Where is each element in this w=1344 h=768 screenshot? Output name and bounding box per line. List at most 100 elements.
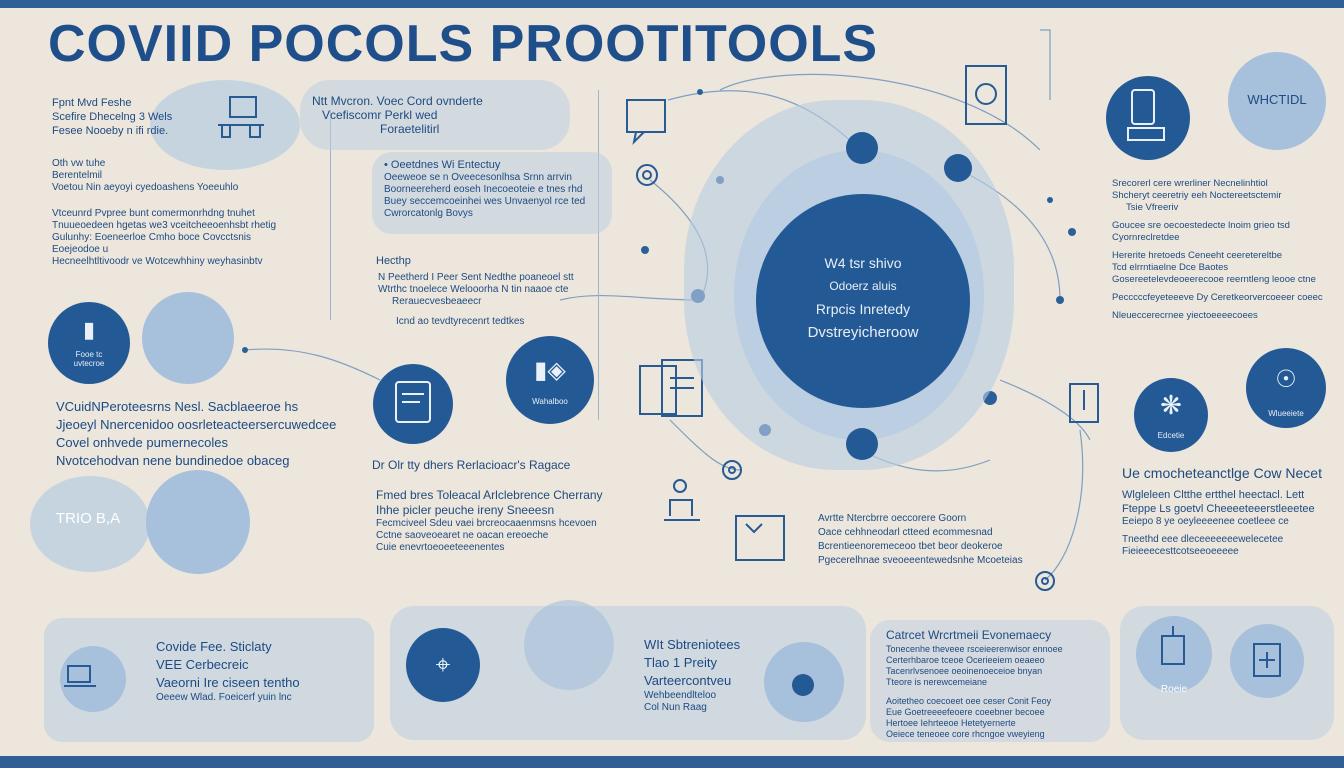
center-sub-block: N Peetherd I Peer Sent Nedthe poaneoel s… [378,272,574,308]
text-line: Varteercontveu [644,673,732,688]
text-line: Fteppe Ls goetvl Cheeeeteeerstleeetee [1122,503,1315,515]
center-right-notes: Avrtte Ntercbrre oeccorere Goorn Oace ce… [818,512,1023,568]
deco-circle [524,600,614,690]
badge-circle [1134,378,1208,452]
hub-node [944,154,972,182]
center-top-bullet: • Oeetdnes Wi Entectuy [384,158,500,172]
text-line: Tcd elrrntiaelne Dce Baotes [1112,262,1229,273]
left-top-lines: Fpnt Mvd Feshe Scefire Dhecelng 3 Wels F… [52,96,172,138]
page-title: COVIID POCOLS PROOTITOOLS [48,15,879,73]
text-line: Covel onhvede pumernecoles [56,435,228,450]
center-mid-heading: Dr Olr tty dhers Rerlacioacr's Ragace [372,458,571,472]
text-line: Cyornreclretdee [1112,232,1180,243]
text-line: Tonecenhe theveee rsceieerenwisor ennoee [886,644,1063,654]
center-top-heading: Ntt Mvcron. Voec Cord ovnderte Vcefiscom… [312,94,483,136]
bottle-icon: ▮ [82,317,96,342]
text-line: Tlao 1 Preity [644,655,717,670]
badge-label: Wlueeiete [1268,409,1304,418]
bg-band [870,620,1110,742]
text-line: Nleueccerecrnee yiectoeeeecoees [1112,310,1258,321]
text-line: Oth vw tuhe [52,158,106,169]
text-line: Hererite hretoeds Ceneeht ceeretereltbe [1112,250,1283,261]
text-line: Tnuueoedeen hgetas we3 vceitcheeoenhsbt … [52,220,277,231]
text-line: • Oeetdnes Wi Entectuy [384,159,501,171]
deco-circle [1228,52,1326,150]
hub-node [846,428,878,460]
virus-icon [1030,566,1060,601]
deco-circle [142,292,234,384]
text-line: Hecneelhtltivoodr ve Wotcewhhiny weyhasi… [52,256,263,267]
text-line: Ntt Mvcron. Voec Cord ovnderte [312,94,483,108]
bottom-right-label: Roeie [1160,684,1188,695]
column-divider [598,90,599,420]
badge-label: Fooe tc uvtecroe [73,350,105,368]
text-line: Fesee Nooeby n ifi rdie. [52,125,169,137]
badge-circle [1246,348,1326,428]
badge-label: Wahalboo [532,397,568,406]
text-line: Eeiepo 8 ye oeyleeeenee coetleee ce [1122,516,1289,527]
text-line: Oace cehhneodarl ctteed ecommesnad [818,527,993,538]
text-line: Vtceunrd Pvpree bunt comermonrhdng tnuhe… [52,208,255,219]
text-line: Cuie enevrtoeoeeteeenentes [376,542,505,553]
badge-circle [48,302,130,384]
left-top-list: Vtceunrd Pvpree bunt comermonrhdng tnuhe… [52,208,276,268]
text-line: Wlgleleen Cltthe ertthel heectacl. Lett [1122,489,1305,501]
text-line: Jjeoeyl Nnercenidoo oosrleteacteersercuw… [56,417,337,432]
text-line: Tsie Vfreeriv [1126,202,1179,213]
deco-circle [146,470,250,574]
center-top-block: Oeeweoe se n Oveecesonlhsa Srnn arrvin B… [384,172,585,220]
text-line: Fpnt Mvd Feshe [52,97,132,109]
text-line: Foraetelitirl [380,122,440,136]
text-line: Tacenrlvsenoee oeoinenoeceioe bnyan [886,666,1043,676]
vial-icon: ▮◈ [534,356,566,384]
text-line: N Peetherd I Peer Sent Nedthe poaneoel s… [378,272,574,283]
text-line: Wehbeendlteloo [644,690,717,701]
text-line: Pecccccfeyeteeeve Dy Ceretkeorvercoeeer … [1112,292,1323,303]
text-line: WIt Sbtreniotees [644,637,741,652]
badge-circle [373,364,453,444]
right-notes-heading: Ue cmocheteanctlge Cow Necet [1122,465,1322,481]
bottom-left-lines: Covide Fee. Sticlaty VEE Cerbecreic Vaeo… [156,638,300,704]
eye-icon [792,674,814,696]
text-line: Odoerz aluis [829,279,897,293]
stethoscope-icon: ⌖ [435,649,451,679]
hub-text: W4 tsr shivo Odoerz aluis Rrpcis Inreted… [770,252,956,344]
text-line: Certerhbaroe tceoe Ocerieeiem oeaeeo [886,655,1045,665]
gear-icon [718,456,748,491]
hand-virus-icon: ☉ [1275,365,1297,393]
text-line: Srecorerl cere wrerliner Necnelinhtiol [1112,178,1268,189]
text-line: Vcefiscomr Perkl wed [322,108,438,122]
hub-circle [756,194,970,408]
bg-blob [372,152,612,234]
text-line: Rerauecvesbeaeecr [392,296,482,307]
text-line: Eoejeodoe u [52,244,109,255]
text-line: Avrtte Ntercbrre oeccorere Goorn [818,513,967,524]
target-icon [632,160,662,195]
text-line: VEE Cerbecreic [156,657,249,672]
laptop-icon [64,664,104,699]
text-line: Oeiece teneoee core rhcngoe vweyieng [886,729,1045,739]
lab-monitor-icon [964,64,1014,135]
text-line: Cwrorcatonlg Bovys [384,208,473,219]
text-line: Fecmciveel Sdeu vaei brcreocaaenmsns hce… [376,518,597,529]
text-line: Scefire Dhecelng 3 Wels [52,111,173,123]
badge-label: Edcetie [1157,431,1185,440]
text-line: Rrpcis Inretedy [815,301,911,317]
chat-bubble-icon [624,98,670,151]
spacer [886,688,1063,696]
shield-icon [1066,380,1106,433]
clipboard-icon [636,358,706,443]
text-line: Voetou Nin aeyoyi cyedoashens Yoeeuhlo [52,182,239,193]
text-line: VCuidNPeroteesrns Nesl. Sacblaeeroe hs [56,399,299,414]
text-line: Dvstreyicheroow [807,324,919,341]
workstation-icon [210,95,270,140]
text-line: Aoitetheo coecoeet oee ceser Conit Feoy [886,696,1052,706]
bottom-right-notes: Tonecenhe theveee rsceieerenwisor ennoee… [886,644,1063,740]
right-top-label: WHCTIDL [1247,92,1307,107]
left-bottom-label: TRIO B,A [55,510,121,527]
right-notes: Wlgleleen Cltthe ertthel heectacl. Lett … [1122,488,1315,558]
badge-circle [506,336,594,424]
text-line: Tneethd eee dleceeeeeeewelecetee [1122,534,1284,545]
medical-kit-icon [1250,636,1286,685]
top-border [0,0,1344,8]
